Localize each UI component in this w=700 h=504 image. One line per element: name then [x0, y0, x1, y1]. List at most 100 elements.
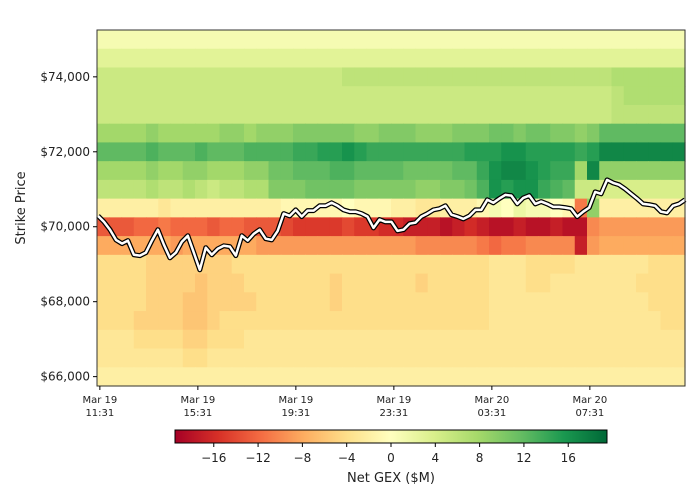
heatmap-cell	[574, 329, 588, 350]
heatmap-cell	[476, 292, 490, 312]
heatmap-cell	[574, 104, 588, 125]
heatmap-cell	[146, 123, 159, 144]
x-tick-label-date: Mar 19	[180, 395, 215, 406]
heatmap-cell	[244, 198, 257, 218]
heatmap-cell	[599, 329, 613, 350]
heatmap-cell	[354, 142, 368, 162]
heatmap-cell	[440, 104, 453, 125]
heatmap-cell	[464, 311, 478, 331]
heatmap-cell	[427, 236, 441, 256]
heatmap-cell	[182, 67, 196, 87]
heatmap-cell	[648, 86, 662, 106]
heatmap-cell	[476, 236, 490, 256]
heatmap-cell	[342, 311, 355, 331]
heatmap-cell	[672, 104, 686, 125]
heatmap-cell	[97, 67, 110, 87]
heatmap-cell	[636, 311, 649, 331]
heatmap-cell	[354, 123, 368, 144]
heatmap-cell	[648, 123, 662, 144]
heatmap-cell	[170, 30, 184, 50]
heatmap-cell	[501, 236, 515, 256]
heatmap-cell	[574, 179, 588, 200]
heatmap-cell	[623, 348, 637, 368]
heatmap-cell	[378, 329, 392, 350]
heatmap-cell	[489, 104, 502, 125]
heatmap-cell	[562, 292, 576, 312]
heatmap-cell	[525, 67, 539, 87]
heatmap-cell	[587, 142, 600, 162]
heatmap-cell	[464, 217, 478, 237]
heatmap-cell	[599, 123, 613, 144]
heatmap-cell	[501, 254, 515, 275]
heatmap-cell	[525, 273, 539, 293]
heatmap-cell	[440, 273, 453, 293]
heatmap-cell	[109, 161, 123, 181]
heatmap-cell	[133, 179, 147, 200]
colorbar	[174, 429, 608, 444]
heatmap-cell	[574, 254, 588, 275]
heatmap-cell	[329, 217, 343, 237]
heatmap-cell	[415, 104, 429, 125]
heatmap-cell	[513, 123, 527, 144]
heatmap-cell	[182, 292, 196, 312]
heatmap-cell	[452, 86, 466, 106]
heatmap-cell	[489, 123, 502, 144]
heatmap-cell	[109, 86, 123, 106]
heatmap-cell	[623, 329, 637, 350]
heatmap-cell	[244, 367, 257, 387]
heatmap-cells	[97, 30, 686, 387]
heatmap-cell	[231, 273, 245, 293]
heatmap-cell	[623, 142, 637, 162]
heatmap-cell	[562, 30, 576, 50]
heatmap-cell	[501, 142, 515, 162]
heatmap-cell	[158, 67, 172, 87]
heatmap-cell	[476, 367, 490, 387]
heatmap-cell	[672, 123, 686, 144]
heatmap-cell	[452, 104, 466, 125]
heatmap-cell	[317, 48, 331, 69]
heatmap-cell	[403, 86, 417, 106]
heatmap-cell	[268, 48, 282, 69]
heatmap-cell	[280, 123, 294, 144]
heatmap-cell	[317, 311, 331, 331]
heatmap-cell	[195, 179, 208, 200]
heatmap-cell	[636, 273, 649, 293]
heatmap-cell	[317, 123, 331, 144]
heatmap-cell	[403, 48, 417, 69]
heatmap-cell	[452, 30, 466, 50]
heatmap-cell	[672, 329, 686, 350]
heatmap-cell	[378, 123, 392, 144]
heatmap-cell	[109, 329, 123, 350]
heatmap-cell	[562, 236, 576, 256]
heatmap-cell	[305, 30, 319, 50]
heatmap-cell	[146, 292, 159, 312]
heatmap-cell	[440, 236, 453, 256]
heatmap-cell	[476, 48, 490, 69]
heatmap-cell	[256, 329, 270, 350]
heatmap-cell	[354, 86, 368, 106]
heatmap-cell	[109, 254, 123, 275]
heatmap-cell	[440, 142, 453, 162]
heatmap-cell	[378, 348, 392, 368]
heatmap-cell	[623, 254, 637, 275]
heatmap-cell	[391, 292, 404, 312]
heatmap-cell	[587, 367, 600, 387]
heatmap-cell	[660, 217, 674, 237]
heatmap-cell	[219, 254, 233, 275]
heatmap-cell	[219, 179, 233, 200]
heatmap-cell	[452, 311, 466, 331]
heatmap-cell	[317, 179, 331, 200]
heatmap-cell	[231, 104, 245, 125]
heatmap-cell	[97, 86, 110, 106]
heatmap-cell	[97, 311, 110, 331]
heatmap-cell	[623, 86, 637, 106]
heatmap-cell	[109, 179, 123, 200]
heatmap-cell	[415, 30, 429, 50]
heatmap-cell	[293, 348, 306, 368]
heatmap-cell	[440, 48, 453, 69]
heatmap-cell	[440, 311, 453, 331]
heatmap-cell	[513, 86, 527, 106]
heatmap-cell	[660, 104, 674, 125]
heatmap-cell	[513, 161, 527, 181]
heatmap-cell	[440, 86, 453, 106]
